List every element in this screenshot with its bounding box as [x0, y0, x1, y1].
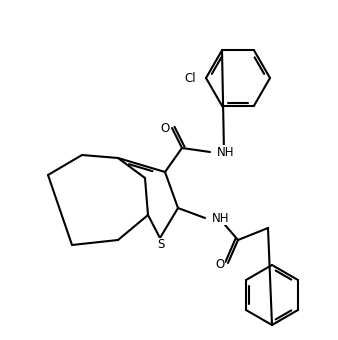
Text: Cl: Cl	[184, 71, 196, 85]
Text: O: O	[160, 121, 170, 135]
Text: O: O	[215, 257, 225, 271]
Text: S: S	[157, 238, 165, 252]
Text: NH: NH	[212, 211, 230, 224]
Text: NH: NH	[217, 146, 235, 158]
